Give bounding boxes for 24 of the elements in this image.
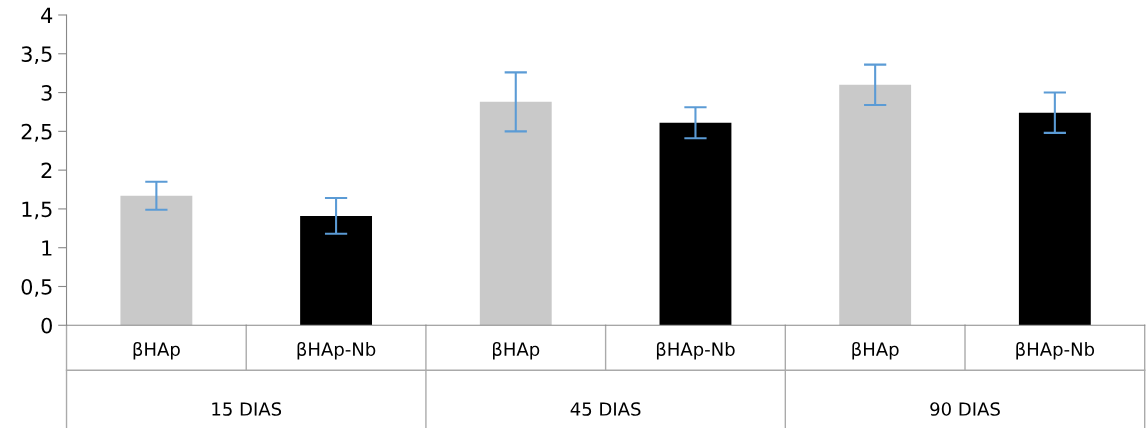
x-tick-label: βHAp-Nb (1016, 341, 1095, 360)
bar (659, 122, 732, 326)
bar (839, 84, 912, 326)
y-tick-label: 0 (41, 317, 52, 334)
y-tick-label: 1 (42, 240, 52, 256)
text: 15 DIAS (212, 402, 282, 416)
x-tick-label: βHAp (133, 341, 180, 360)
y-tick-label: 4 (41, 7, 53, 23)
x-tick-label: βHAp-Nb (656, 341, 735, 360)
bar (1018, 112, 1091, 326)
x-tick-label: βHAp (493, 341, 540, 360)
text: 90 DIAS (930, 402, 1000, 416)
y-tick-label: 3,5 (21, 46, 52, 65)
y-tick-label: 2,5 (21, 123, 52, 142)
text: 45 DIAS (570, 402, 641, 416)
y-tick-label: 2 (41, 162, 52, 179)
y-tick-label: 1,5 (22, 201, 52, 220)
bar (479, 101, 552, 326)
bar (300, 215, 373, 326)
x-tick-label: βHAp (852, 341, 899, 360)
y-tick-label: 0,5 (21, 278, 52, 297)
y-tick-label: 3 (41, 85, 52, 101)
bar (120, 195, 193, 326)
x-tick-label: βHAp-Nb (297, 341, 376, 360)
